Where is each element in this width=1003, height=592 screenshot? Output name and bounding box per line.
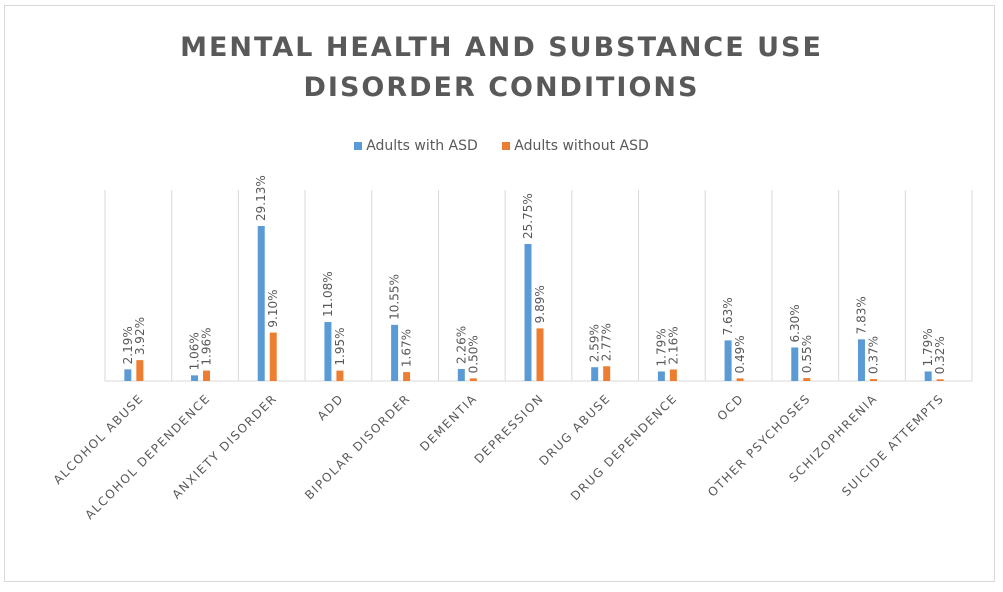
data-label-adults-with-asd: 2.26% bbox=[454, 326, 468, 364]
bar-adults-without-asd bbox=[203, 370, 211, 381]
data-label-adults-with-asd: 1.79% bbox=[921, 328, 935, 366]
data-label-adults-without-asd: 9.89% bbox=[533, 285, 547, 323]
data-label-adults-without-asd: 0.49% bbox=[733, 335, 747, 373]
bar-adults-without-asd bbox=[136, 360, 144, 381]
data-label-adults-without-asd: 0.32% bbox=[933, 336, 947, 374]
data-label-adults-with-asd: 1.79% bbox=[654, 328, 668, 366]
data-label-adults-without-asd: 3.92% bbox=[133, 317, 147, 355]
bar-adults-with-asd bbox=[524, 243, 532, 381]
bar-adults-with-asd bbox=[324, 322, 332, 381]
data-label-adults-without-asd: 1.67% bbox=[400, 329, 414, 367]
data-label-adults-without-asd: 2.16% bbox=[666, 326, 680, 364]
bar-adults-without-asd bbox=[469, 378, 477, 381]
data-label-adults-with-asd: 1.06% bbox=[188, 332, 202, 370]
bar-adults-with-asd bbox=[924, 371, 932, 381]
bar-adults-without-asd bbox=[803, 378, 811, 381]
x-tick-label: OCD bbox=[714, 391, 746, 423]
bar-adults-without-asd bbox=[336, 370, 344, 381]
bar-adults-without-asd bbox=[736, 378, 744, 381]
bar-adults-with-asd bbox=[391, 324, 399, 381]
bar-adults-with-asd bbox=[191, 375, 199, 381]
bar-adults-with-asd bbox=[457, 368, 465, 381]
legend-label-asd: Adults with ASD bbox=[366, 138, 478, 154]
legend-label-non-asd: Adults without ASD bbox=[514, 138, 649, 154]
data-label-adults-with-asd: 7.83% bbox=[854, 296, 868, 334]
legend-item-asd: Adults with ASD bbox=[354, 138, 478, 154]
x-tick-label: ALCOHOL DEPENDENCE bbox=[82, 391, 213, 522]
bar-adults-without-asd bbox=[936, 379, 944, 381]
data-label-adults-without-asd: 0.50% bbox=[466, 335, 480, 373]
data-label-adults-without-asd: 1.96% bbox=[200, 327, 214, 365]
legend-swatch-non-asd bbox=[502, 142, 511, 150]
data-label-adults-without-asd: 0.55% bbox=[800, 335, 814, 373]
chart-legend: Adults with ASD Adults without ASD bbox=[0, 138, 1003, 154]
bar-adults-without-asd bbox=[403, 372, 411, 381]
bar-adults-with-asd bbox=[591, 367, 599, 381]
data-label-adults-with-asd: 6.30% bbox=[788, 304, 802, 342]
data-label-adults-with-asd: 2.59% bbox=[588, 324, 602, 362]
chart-title: MENTAL HEALTH AND SUBSTANCE USE DISORDER… bbox=[0, 28, 1003, 108]
x-tick-label: DEPRESSION bbox=[472, 391, 547, 466]
x-tick-label: ADD bbox=[315, 391, 347, 423]
bar-adults-with-asd bbox=[857, 339, 865, 381]
bar-adults-without-asd bbox=[669, 369, 677, 381]
bar-adults-without-asd bbox=[603, 366, 611, 381]
data-label-adults-without-asd: 0.37% bbox=[866, 336, 880, 374]
chart-title-line-1: MENTAL HEALTH AND SUBSTANCE USE bbox=[180, 32, 823, 63]
bar-adults-with-asd bbox=[724, 340, 732, 381]
bar-adults-with-asd bbox=[124, 369, 132, 381]
data-label-adults-with-asd: 2.19% bbox=[121, 326, 135, 364]
bar-adults-with-asd bbox=[257, 226, 265, 381]
bar-adults-with-asd bbox=[657, 371, 665, 381]
x-tick-label: DEMENTIA bbox=[417, 391, 480, 454]
data-label-adults-without-asd: 1.95% bbox=[333, 327, 347, 365]
legend-item-non-asd: Adults without ASD bbox=[502, 138, 649, 154]
data-label-adults-with-asd: 29.13% bbox=[254, 175, 268, 221]
chart-frame bbox=[4, 5, 995, 582]
x-tick-label: DRUG DEPENDENCE bbox=[568, 391, 680, 503]
data-label-adults-with-asd: 7.63% bbox=[721, 297, 735, 335]
data-label-adults-with-asd: 11.08% bbox=[321, 271, 335, 317]
bar-adults-without-asd bbox=[869, 379, 877, 381]
data-label-adults-with-asd: 25.75% bbox=[521, 193, 535, 239]
legend-swatch-asd bbox=[354, 142, 363, 150]
bar-adults-without-asd bbox=[269, 332, 277, 381]
chart-title-line-2: DISORDER CONDITIONS bbox=[303, 72, 700, 103]
bar-adults-without-asd bbox=[536, 328, 544, 381]
data-label-adults-with-asd: 10.55% bbox=[388, 274, 402, 320]
data-label-adults-without-asd: 2.77% bbox=[600, 323, 614, 361]
bar-adults-with-asd bbox=[791, 347, 799, 381]
data-label-adults-without-asd: 9.10% bbox=[266, 289, 280, 327]
x-tick-label: DRUG ABUSE bbox=[536, 391, 613, 468]
